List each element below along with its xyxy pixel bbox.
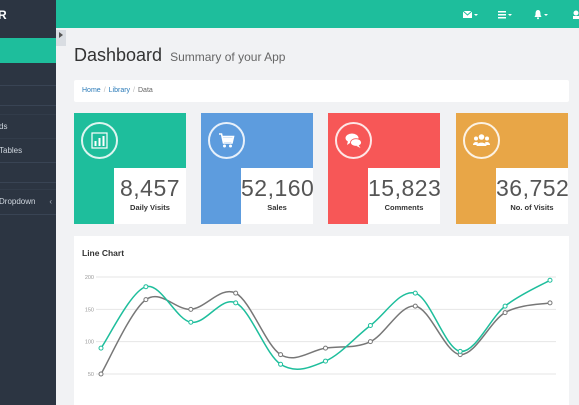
tile-panel: 8,457 Daily Visits [114, 168, 186, 224]
messages-dropdown[interactable] [462, 9, 479, 20]
data-point [278, 361, 284, 367]
data-point [143, 284, 149, 290]
data-point [143, 297, 149, 303]
breadcrumb: Home / Library / Data [74, 80, 569, 102]
stat-tile-daily-visits[interactable]: 8,457 Daily Visits [74, 113, 186, 224]
bar-chart-icon [91, 132, 108, 149]
list-icon [498, 11, 512, 19]
data-point [457, 348, 463, 354]
line-chart: 50 100 150 200 [85, 275, 556, 378]
stat-tile-comments[interactable]: 15,823 Comments [328, 113, 442, 224]
comments-icon [345, 133, 362, 148]
breadcrumb-separator: / [103, 87, 106, 94]
sidebar-divider [0, 182, 56, 183]
sidebar-divider [0, 162, 56, 163]
data-point [98, 345, 104, 351]
envelope-icon [462, 10, 478, 18]
stat-label: Sales [267, 203, 287, 212]
series-line [100, 279, 551, 370]
page-subtitle: Summary of your App [170, 50, 286, 64]
chart-title: Line Chart [82, 248, 125, 258]
tile-panel: 36,752 No. of Visits [496, 168, 570, 224]
stat-tile-sales[interactable]: 52,160 Sales [201, 113, 315, 224]
sidebar-divider [0, 105, 56, 106]
y-tick-label: 50 [88, 372, 94, 378]
stat-value: 8,457 [119, 175, 181, 201]
data-point [502, 303, 508, 309]
data-point [412, 303, 418, 309]
data-point [98, 371, 104, 377]
y-tick-label: 100 [85, 340, 94, 346]
sidebar-toggle-button[interactable] [56, 30, 66, 46]
breadcrumb-library-link[interactable]: Library [108, 87, 131, 94]
tile-icon-circle [208, 122, 245, 159]
stat-label: Comments [384, 203, 424, 212]
tile-icon-circle [463, 122, 500, 159]
data-point [367, 323, 373, 328]
sidebar-item-label: Dropdown [0, 197, 36, 206]
y-tick-label: 150 [85, 307, 94, 313]
breadcrumb-current: Data [138, 87, 153, 94]
breadcrumb-separator: / [133, 87, 135, 94]
sidebar-item-active[interactable] [0, 38, 56, 63]
users-icon [473, 134, 490, 146]
y-tick-label: 200 [85, 275, 94, 281]
sidebar-item-tables[interactable]: Tables [0, 138, 56, 162]
tile-icon-circle [81, 122, 118, 159]
alerts-dropdown[interactable] [534, 9, 550, 20]
user-dropdown[interactable] [572, 9, 579, 20]
stat-label: Daily Visits [130, 203, 170, 212]
tasks-dropdown[interactable] [498, 9, 514, 20]
top-navbar [56, 0, 579, 28]
data-point [188, 319, 194, 325]
stat-tile-visits[interactable]: 36,752 No. of Visits [456, 113, 570, 224]
data-point [367, 339, 373, 345]
stat-value: 15,823 [368, 175, 442, 201]
sidebar-item-fields[interactable]: ds [0, 114, 56, 138]
cart-icon [219, 133, 235, 148]
sidebar-divider [0, 85, 56, 86]
stat-label: No. of Visits [510, 203, 554, 212]
sidebar-item-label: ds [0, 122, 8, 131]
data-point [323, 358, 328, 364]
caret-right-icon [59, 32, 63, 38]
data-point [233, 290, 239, 296]
sidebar-item-dropdown[interactable]: Dropdown ‹ [0, 189, 56, 213]
breadcrumb-home-link[interactable]: Home [82, 87, 101, 94]
data-point [188, 306, 194, 312]
chevron-left-icon: ‹ [49, 197, 52, 206]
data-point [547, 300, 553, 306]
sidebar-divider [0, 214, 56, 215]
user-icon [573, 10, 579, 19]
data-point [278, 352, 284, 358]
brand-logo[interactable]: R [0, 8, 7, 22]
stat-value: 52,160 [241, 175, 315, 201]
sidebar-item-label: Tables [0, 146, 23, 155]
sidebar: R ds Tables Dropdown ‹ [0, 0, 56, 405]
data-point [412, 290, 418, 296]
tile-icon-circle [335, 122, 372, 159]
bell-icon [534, 10, 548, 20]
data-point [323, 345, 328, 351]
line-chart-card: Line Chart 50 100 150 200 [74, 236, 569, 405]
data-point [233, 300, 239, 306]
page-title-text: Dashboard [74, 45, 163, 65]
data-point [547, 277, 553, 283]
tile-panel: 52,160 Sales [241, 168, 315, 224]
data-point [502, 310, 508, 316]
stat-value: 36,752 [496, 175, 570, 201]
page-title: Dashboard Summary of your App [74, 45, 285, 66]
tile-panel: 15,823 Comments [368, 168, 442, 224]
